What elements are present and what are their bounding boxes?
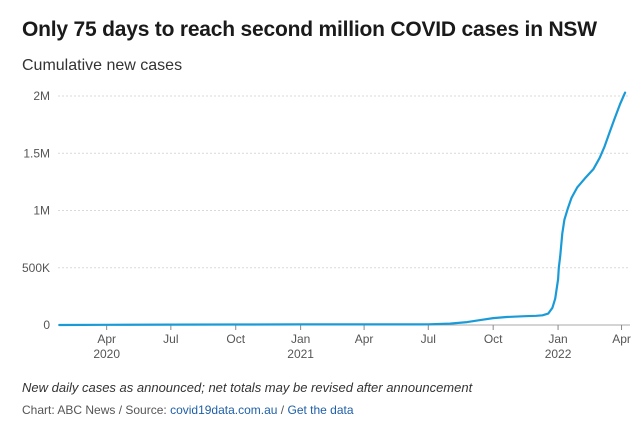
x-tick-label: Oct xyxy=(484,332,503,346)
source-text: Chart: ABC News / Source: xyxy=(22,403,171,417)
x-tick-label: Jul xyxy=(163,332,178,346)
x-tick-label: Apr xyxy=(355,332,374,346)
x-tick-label: Apr xyxy=(612,332,631,346)
grid-lines xyxy=(58,95,630,326)
y-tick-label: 2M xyxy=(33,89,50,103)
y-tick-label: 500K xyxy=(22,261,50,275)
x-tick-year-label: 2022 xyxy=(545,347,572,361)
x-tick-year-label: 2021 xyxy=(287,347,314,361)
chart-title: Only 75 days to reach second million COV… xyxy=(22,18,597,41)
source-separator: / xyxy=(277,403,288,417)
series-line xyxy=(58,91,627,327)
y-axis-label: Cumulative new cases xyxy=(22,57,183,74)
y-axis-ticks: 0 500K 1M 1.5M 2M xyxy=(22,89,50,332)
chart-source: Chart: ABC News / Source: covid19data.co… xyxy=(22,403,354,417)
x-tick-label: Jul xyxy=(421,332,436,346)
x-tick-label: Apr xyxy=(97,332,116,346)
y-tick-label: 1M xyxy=(33,204,50,218)
x-tick-label: Jan xyxy=(548,332,567,346)
source-link[interactable]: covid19data.com.au xyxy=(170,403,278,417)
y-tick-label: 0 xyxy=(43,318,50,332)
y-tick-label: 1.5M xyxy=(23,146,50,160)
x-tick-year-label: 2020 xyxy=(93,347,120,361)
get-the-data-link[interactable]: Get the data xyxy=(287,403,354,417)
series-layer xyxy=(58,91,627,327)
chart-note: New daily cases as announced; net totals… xyxy=(22,380,473,395)
x-tick-label: Jan xyxy=(291,332,310,346)
x-tick-label: Oct xyxy=(226,332,245,346)
